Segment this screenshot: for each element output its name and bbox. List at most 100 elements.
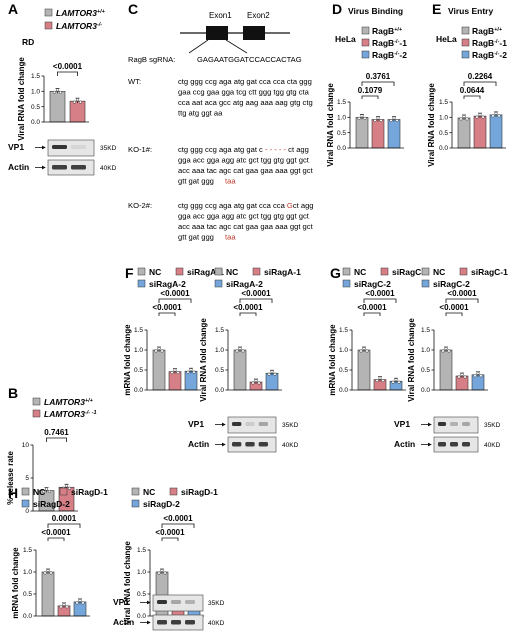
chart-f-mrna-ytick-label: 1.0	[134, 347, 143, 354]
chart-d-ytick-label: 1.0	[337, 115, 346, 122]
panel-f-mrna-bracket-outer-pvalue: <0.0001	[160, 289, 190, 298]
chart-f-viral-point	[238, 346, 242, 351]
chart-h-mrna-bar	[41, 571, 55, 617]
chart-g-viral-point	[476, 371, 480, 375]
chart-h-mrna-point	[75, 601, 79, 605]
ko1-sequence-line: gga acc gga agg atc gct tgg gtg ggt gct	[178, 156, 310, 165]
panel-e-legend-swatch	[461, 50, 470, 59]
panel-f-blot-actin-band	[232, 442, 242, 447]
panel-f-legend-right-swatch-nc	[214, 267, 223, 276]
panel-f-legend-left-si2: siRagA-2	[149, 279, 186, 289]
panel-a-cell-label: RD	[22, 37, 34, 47]
panel-a-blot-actin-band	[71, 165, 86, 170]
panel-g-blot-vp1-band	[450, 422, 458, 426]
panel-b-legend-ko-sup: -/- -1	[85, 410, 97, 416]
panel-g-mrna-bracket-inner-pvalue: <0.0001	[357, 303, 387, 312]
panel-a-legend-wt-sup: +/+	[97, 9, 106, 15]
chart-g-viral-point	[473, 374, 477, 378]
chart-d-ytick-label: 0.5	[337, 130, 346, 137]
chart-a-ytick-label: 0.0	[31, 119, 40, 126]
panel-g-mrna-bracket-inner-line	[363, 312, 381, 316]
chart-h-mrna-ytick-label: 0.0	[23, 613, 32, 620]
chart-h-mrna-ylabel: mRNA fold change	[11, 547, 20, 619]
chart-e-bar	[473, 115, 487, 149]
chart-f-mrna-bar	[168, 371, 182, 391]
chart-e-ytick-label: 1.0	[439, 115, 448, 122]
chart-g-viral-point	[444, 346, 448, 351]
chart-h-mrna-point	[81, 601, 85, 605]
chart-g-mrna-point	[394, 378, 398, 382]
panel-h-legend-left-swatch-nc	[21, 487, 30, 496]
panel-e-bracket-outer-line	[463, 81, 497, 86]
chart-e-point	[491, 114, 495, 118]
chart-a-point	[58, 90, 63, 94]
panel-g-legend-left-nc: NC	[354, 267, 366, 277]
chart-b-ytick-label: 0	[25, 508, 29, 515]
chart-a-point	[75, 98, 80, 102]
panel-g-blot-actin-band	[438, 442, 446, 447]
chart-h-viral-point	[157, 571, 161, 575]
ko2-label: KO-2#:	[128, 201, 152, 210]
panel-a-legend-swatch-ko	[44, 21, 53, 30]
chart-g-mrna-point	[391, 380, 395, 384]
panel-f-legend-right-swatch-2	[214, 279, 223, 288]
ko2-sequence-line: gtt gat ggg	[178, 233, 214, 242]
panel-f-blot-actin-band	[245, 442, 255, 447]
panel-h-blot-actin-band	[171, 620, 181, 625]
ko1-sequence-line1: ctg ggg ccg aga atg gat c - - - - - ct a…	[178, 145, 309, 154]
panel-b-legend-ko-base: LAMTOR3	[44, 409, 85, 419]
panel-d-legend-item-sup: -/-	[394, 51, 399, 57]
panel-g-mrna-bracket-outer-pvalue: <0.0001	[365, 289, 395, 298]
panel-h-blot-kd-35: 35KD	[208, 600, 225, 607]
chart-g-mrna-ytick-label: 1.5	[339, 327, 348, 334]
ko1-label: KO-1#:	[128, 145, 152, 154]
chart-b-point	[67, 486, 72, 490]
chart-g-viral-ytick-label: 1.5	[421, 327, 430, 334]
panel-f-viral-bracket-inner-line	[239, 312, 257, 316]
chart-f-mrna-ytick-label: 0.5	[134, 367, 143, 374]
chart-f-mrna-ytick-label: 1.5	[134, 327, 143, 334]
panel-d-legend-item: RagB+/+	[372, 26, 402, 36]
wt-sequence-line: ttg atg ggt aa	[178, 109, 223, 118]
panel-a-bracket-pvalue: <0.0001	[53, 62, 83, 71]
panel-a-legend-ko: LAMTOR3-/-	[56, 21, 102, 31]
panel-h-viral-bracket-inner-pvalue: <0.0001	[155, 528, 185, 537]
chart-h-viral-ylabel: Viral RNA fold change	[123, 541, 132, 625]
chart-e-point	[481, 115, 485, 119]
chart-g-mrna-ylabel: mRNA fold change	[328, 324, 337, 396]
panel-h-legend-right-swatch-1	[169, 487, 178, 496]
panel-h-mrna-bracket-outer-line	[47, 523, 81, 528]
panel-f-mrna-bracket-inner-line	[158, 312, 176, 316]
panel-d-bracket-outer-pvalue: 0.3761	[366, 72, 391, 81]
chart-f-viral-point	[270, 370, 274, 374]
chart-g-viral-point	[457, 375, 461, 379]
panel-g-legend-right-si1: siRagC-1	[471, 267, 508, 277]
chart-f-mrna-ylabel: mRNA fold change	[123, 324, 132, 396]
panel-g-viral-bracket-outer-line	[445, 298, 479, 303]
chart-g-mrna-point	[359, 349, 363, 353]
ko1-seq-end: ct agg	[286, 145, 309, 154]
panel-h-legend-left-nc: NC	[33, 487, 45, 497]
chart-h-mrna-ytick-label: 0.5	[23, 591, 32, 598]
panel-b-legend-wt-sup: +/+	[85, 398, 94, 404]
panel-f-viral-bracket-inner-pvalue: <0.0001	[233, 303, 263, 312]
panel-g-blot-actin-label: Actin	[394, 439, 415, 449]
panel-f-mrna-bracket-outer-line	[158, 298, 192, 303]
panel-g-viral-bracket-outer-pvalue: <0.0001	[447, 289, 477, 298]
panel-label-c: C	[128, 1, 138, 17]
chart-g-viral-point	[460, 372, 464, 377]
chart-d-point	[360, 114, 364, 118]
panel-a-blot-vp1-band	[71, 145, 86, 149]
chart-e-point	[494, 111, 498, 115]
chart-g-viral-ytick-label: 0.0	[421, 387, 430, 394]
panel-g-legend-left-si2: siRagC-2	[354, 279, 391, 289]
chart-h-viral-ytick-label: 1.0	[137, 569, 146, 576]
panel-label-d: D	[332, 1, 342, 17]
chart-d-point	[373, 118, 377, 123]
panel-label-b: B	[8, 385, 18, 401]
chart-g-mrna-point	[375, 379, 379, 383]
chart-a-ytick-label: 1.0	[31, 89, 40, 96]
sgrna-label: RagB sgRNA:	[128, 55, 175, 64]
panel-g-blot-vp1-label: VP1	[394, 419, 410, 429]
chart-g-viral-point	[441, 349, 445, 353]
